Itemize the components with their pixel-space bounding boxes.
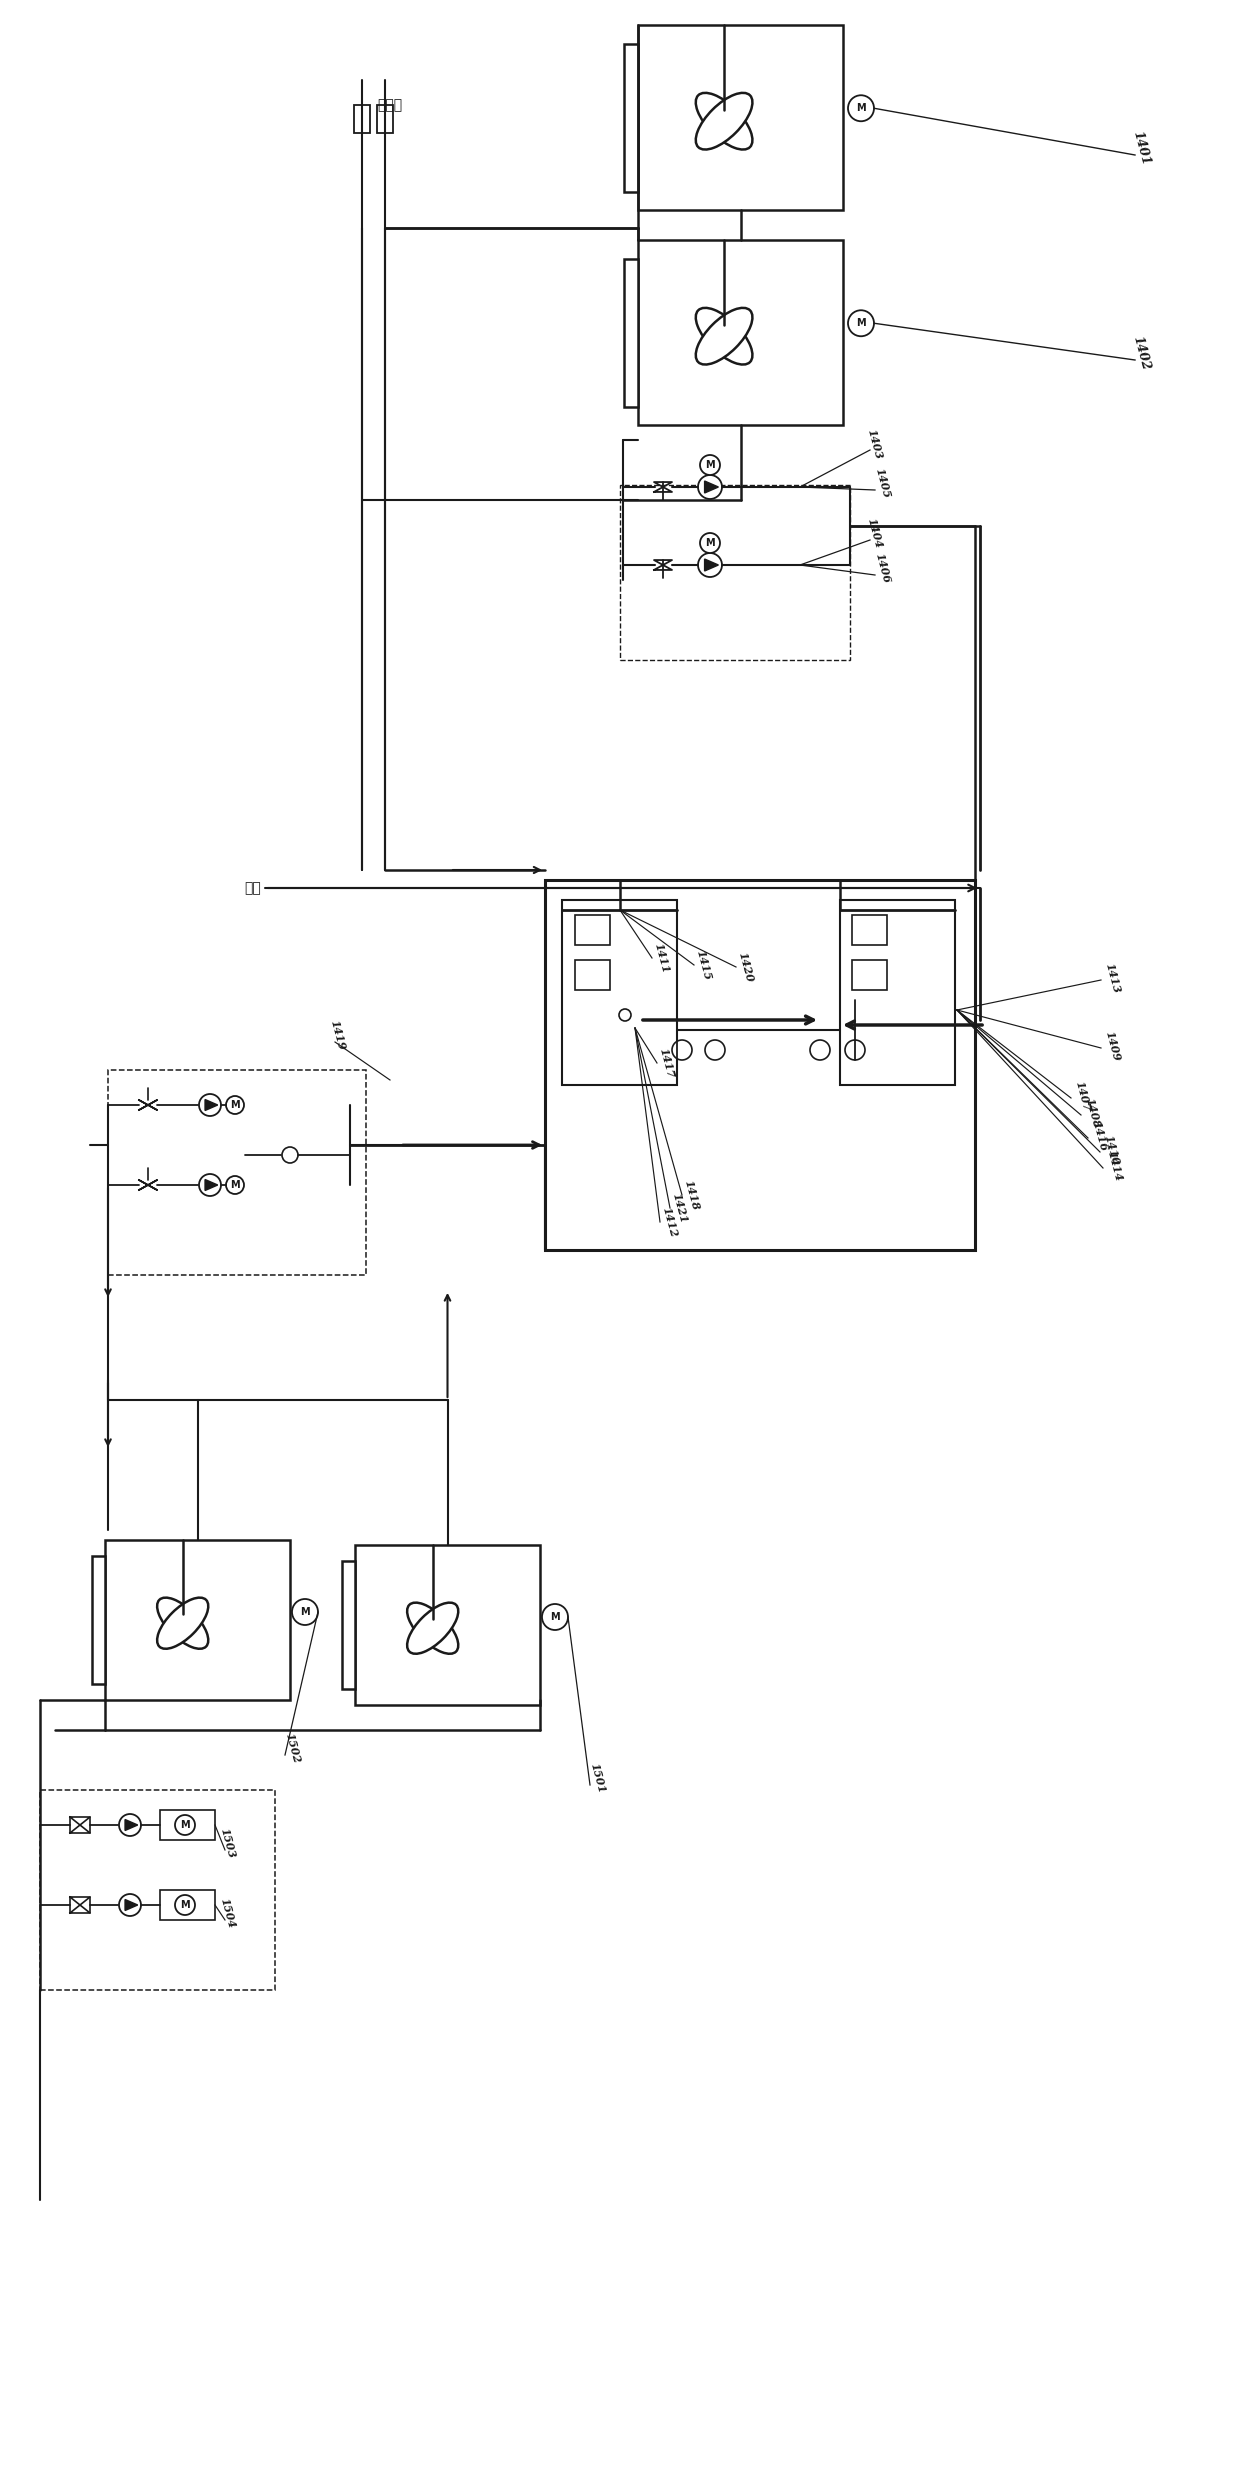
- Text: M: M: [706, 460, 714, 470]
- Circle shape: [619, 1009, 631, 1021]
- Bar: [160, 1891, 215, 1921]
- Polygon shape: [125, 1899, 138, 1911]
- Text: M: M: [231, 1101, 239, 1111]
- Bar: [92, 1556, 105, 1685]
- Text: 1419: 1419: [329, 1019, 347, 1051]
- Circle shape: [810, 1041, 830, 1061]
- Bar: [852, 959, 887, 989]
- Circle shape: [848, 94, 874, 122]
- Text: 1411: 1411: [652, 942, 671, 974]
- Ellipse shape: [696, 308, 753, 365]
- Polygon shape: [704, 559, 718, 572]
- Text: 1409: 1409: [1104, 1029, 1122, 1064]
- Bar: [839, 900, 955, 1086]
- Bar: [355, 1546, 539, 1705]
- Text: 1416: 1416: [1090, 1121, 1109, 1153]
- Text: 1402: 1402: [1130, 335, 1152, 373]
- Circle shape: [198, 1093, 221, 1116]
- Text: 1405: 1405: [873, 467, 892, 499]
- Text: 1415: 1415: [694, 949, 713, 982]
- Text: 1502: 1502: [283, 1732, 301, 1764]
- Ellipse shape: [407, 1603, 459, 1655]
- Text: M: M: [300, 1608, 310, 1618]
- Bar: [562, 900, 677, 1086]
- Text: 1501: 1501: [588, 1762, 606, 1794]
- Bar: [105, 1541, 290, 1700]
- Ellipse shape: [157, 1598, 208, 1648]
- Text: 1408: 1408: [1083, 1096, 1101, 1128]
- Polygon shape: [205, 1180, 218, 1190]
- Circle shape: [281, 1148, 298, 1163]
- Text: 1406: 1406: [873, 552, 892, 584]
- Polygon shape: [704, 482, 718, 492]
- Bar: [342, 1561, 355, 1690]
- Bar: [639, 241, 843, 425]
- Circle shape: [291, 1598, 317, 1625]
- Circle shape: [698, 554, 722, 577]
- Bar: [639, 25, 843, 211]
- Circle shape: [701, 455, 720, 475]
- Text: 原水罐: 原水罐: [377, 97, 403, 112]
- Circle shape: [542, 1603, 568, 1630]
- Text: M: M: [180, 1819, 190, 1829]
- Bar: [575, 914, 610, 944]
- Bar: [546, 880, 975, 1250]
- Text: 1403: 1403: [866, 427, 884, 460]
- Text: M: M: [856, 318, 866, 328]
- Polygon shape: [205, 1098, 218, 1111]
- Bar: [108, 1071, 366, 1275]
- Bar: [160, 1809, 215, 1839]
- Bar: [353, 104, 370, 134]
- Text: 1420: 1420: [737, 952, 755, 984]
- Text: 1414: 1414: [1105, 1151, 1123, 1183]
- Text: 1421: 1421: [670, 1193, 688, 1225]
- Circle shape: [226, 1175, 244, 1193]
- Circle shape: [175, 1896, 195, 1916]
- Circle shape: [698, 475, 722, 499]
- Text: M: M: [551, 1613, 559, 1623]
- Text: 1412: 1412: [660, 1205, 678, 1238]
- Circle shape: [706, 1041, 725, 1061]
- Bar: [620, 485, 849, 661]
- Circle shape: [119, 1814, 141, 1836]
- Text: 1418: 1418: [682, 1178, 701, 1210]
- Text: M: M: [706, 537, 714, 549]
- Ellipse shape: [407, 1603, 459, 1655]
- Circle shape: [226, 1096, 244, 1113]
- Text: 1503: 1503: [218, 1826, 237, 1859]
- Bar: [40, 1789, 275, 1990]
- Polygon shape: [125, 1819, 138, 1831]
- Text: 1504: 1504: [218, 1896, 237, 1928]
- Text: 1410: 1410: [1102, 1133, 1121, 1165]
- Bar: [624, 45, 639, 191]
- Bar: [575, 959, 610, 989]
- Text: 1407: 1407: [1073, 1078, 1091, 1113]
- Text: M: M: [180, 1901, 190, 1911]
- Bar: [377, 104, 393, 134]
- Ellipse shape: [157, 1598, 208, 1648]
- Circle shape: [119, 1894, 141, 1916]
- Ellipse shape: [696, 92, 753, 149]
- Text: M: M: [231, 1180, 239, 1190]
- Circle shape: [701, 532, 720, 554]
- Text: M: M: [856, 104, 866, 114]
- Circle shape: [672, 1041, 692, 1061]
- Text: 纯水: 纯水: [244, 882, 262, 895]
- Circle shape: [175, 1814, 195, 1834]
- Text: 1401: 1401: [1130, 129, 1152, 166]
- Ellipse shape: [696, 308, 753, 365]
- Text: 1404: 1404: [866, 517, 884, 549]
- Bar: [852, 914, 887, 944]
- Text: 1413: 1413: [1104, 962, 1122, 994]
- Text: 1417: 1417: [657, 1046, 676, 1078]
- Circle shape: [198, 1173, 221, 1195]
- Circle shape: [848, 311, 874, 335]
- Circle shape: [844, 1041, 866, 1061]
- Ellipse shape: [696, 92, 753, 149]
- Bar: [624, 258, 639, 408]
